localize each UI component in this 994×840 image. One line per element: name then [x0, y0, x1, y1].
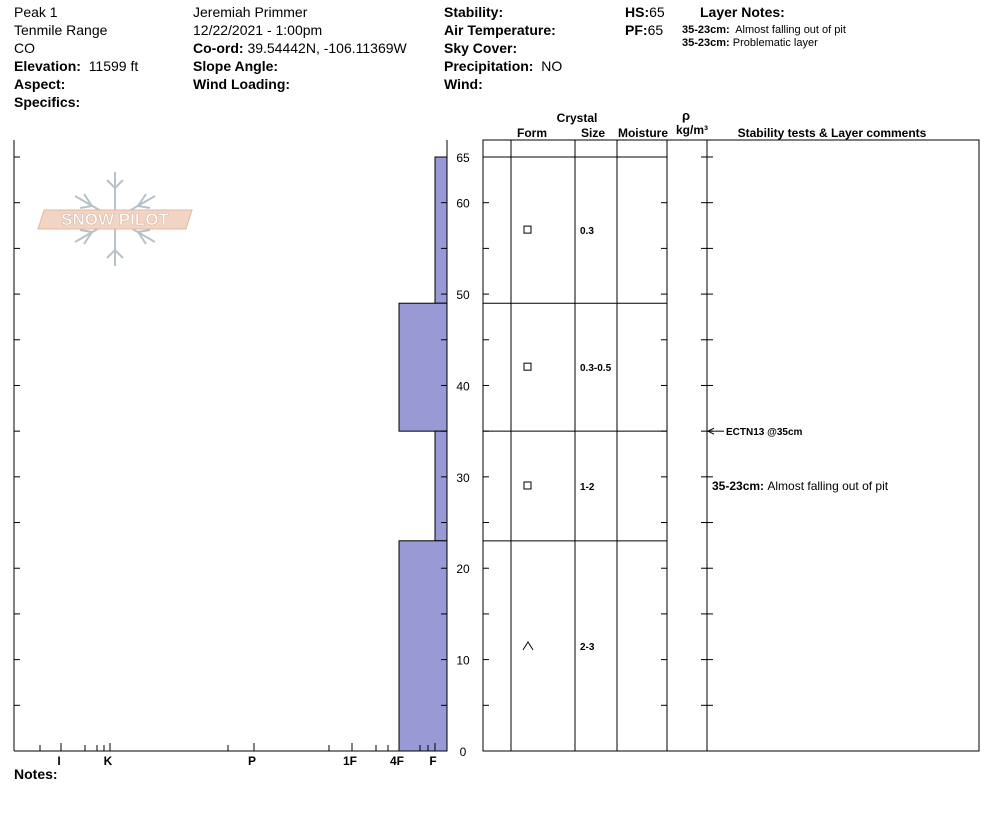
wind: Wind:: [444, 75, 562, 93]
layer-notes-title: Layer Notes:: [700, 3, 785, 21]
depth-tick-label: 0: [460, 745, 467, 759]
aspect-label: Aspect:: [14, 76, 66, 92]
slope-label: Slope Angle:: [193, 58, 279, 74]
hardness-tick-label: I: [57, 754, 60, 768]
hardness-tick-label: F: [429, 754, 436, 768]
form-header: Form: [517, 126, 547, 140]
layer-note: 35-23cm: Almost falling out of pit: [682, 24, 846, 37]
observer-block: Jeremiah Primmer 12/22/2021 - 1:00pm Co-…: [193, 3, 407, 93]
notes-label: Notes:: [14, 766, 58, 782]
hs: HS:65: [625, 3, 665, 21]
specifics-label: Specifics:: [14, 94, 81, 110]
hs-label: HS:: [625, 4, 650, 20]
air-temp-label: Air Temperature:: [444, 22, 556, 38]
sky-cover-label: Sky Cover:: [444, 40, 518, 56]
coord-value: 39.54442N, -106.11369W: [247, 40, 407, 56]
precip-label: Precipitation:: [444, 58, 534, 74]
hardness-bar: [398, 540, 448, 752]
location-block: Peak 1 Tenmile Range CO Elevation: 11599…: [14, 3, 138, 111]
pf-value: 65: [647, 22, 664, 38]
observation-datetime: 12/22/2021 - 1:00pm: [193, 22, 323, 38]
hardness-tick-label: P: [248, 754, 256, 768]
size-header: Size: [581, 126, 605, 140]
elevation: Elevation: 11599 ft: [14, 57, 138, 75]
slope-angle: Slope Angle:: [193, 57, 407, 75]
coordinates: Co-ord: 39.54442N, -106.11369W: [193, 39, 407, 57]
layer-comment-text: Almost falling out of pit: [767, 479, 888, 493]
pf-label: PF:: [625, 22, 648, 38]
layer-note: 35-23cm: Problematic layer: [682, 37, 846, 50]
aspect: Aspect:: [14, 75, 138, 93]
pf: PF:65: [625, 21, 665, 39]
layer-note-range: 35-23cm:: [682, 24, 730, 36]
crystal-size-label: 1-2: [580, 482, 595, 493]
arrow-head-icon: [706, 427, 715, 435]
state-name: CO: [14, 40, 35, 56]
hardness-tick-label: 1F: [343, 754, 357, 768]
wind-loading: Wind Loading:: [193, 75, 407, 93]
depth-tick-label: 65: [456, 151, 470, 165]
elevation-value: 11599 ft: [88, 58, 139, 74]
hardness-bar: [434, 430, 448, 542]
precip-value: NO: [541, 58, 563, 74]
comments-header: Stability tests & Layer comments: [738, 126, 927, 140]
stability-label: Stability:: [444, 4, 504, 20]
sky-cover: Sky Cover:: [444, 39, 562, 57]
density-unit-header: kg/m³: [676, 123, 708, 137]
range-name: Tenmile Range: [14, 22, 108, 38]
depth-tick-label: 40: [456, 379, 470, 393]
faceted-crystal-icon: [523, 225, 532, 234]
air-temperature: Air Temperature:: [444, 21, 562, 39]
hardness-tick-label: K: [104, 754, 113, 768]
layer-notes-title-text: Layer Notes:: [700, 4, 785, 20]
layer-note-range: 35-23cm:: [682, 37, 730, 49]
crystal-size-label: 0.3: [580, 226, 594, 237]
depth-tick-label: 30: [456, 471, 470, 485]
layer-table: 0.3 0.3-0.5 1-2 2-3 ECTN13 @35cm 35-23cm: Al…: [482, 139, 980, 752]
depth-tick-label: 20: [456, 562, 470, 576]
observer-name: Jeremiah Primmer: [193, 4, 308, 20]
hardness-tick-label: 4F: [390, 754, 404, 768]
layer-table-border: [482, 139, 980, 752]
depth-hoar-icon: [522, 640, 534, 651]
depth-tick-label: 60: [456, 197, 470, 211]
location-name: Peak 1: [14, 4, 58, 20]
coord-label: Co-ord:: [193, 40, 244, 56]
stability: Stability:: [444, 3, 562, 21]
specifics: Specifics:: [14, 93, 138, 111]
crystal-size-label: 2-3: [580, 642, 595, 653]
conditions-block: Stability: Air Temperature: Sky Cover: P…: [444, 3, 562, 93]
depth-tick-label: 10: [456, 654, 470, 668]
layer-note-text: Problematic layer: [732, 37, 818, 49]
elevation-label: Elevation:: [14, 58, 81, 74]
layer-comment: 35-23cm: Almost falling out of pit: [712, 479, 889, 493]
precipitation: Precipitation: NO: [444, 57, 562, 75]
depth-tick-label: 50: [456, 288, 470, 302]
moisture-header: Moisture: [618, 126, 668, 140]
hs-value: 65: [649, 4, 665, 20]
crystal-size-label: 0.3-0.5: [580, 363, 612, 374]
hardness-panel: I K P 1F 4F F 0 10 20 30 40 50 60 65: [13, 140, 470, 768]
layer-notes-list: 35-23cm: Almost falling out of pit 35-23…: [682, 24, 846, 50]
hardness-bar: [434, 156, 448, 304]
wind-loading-label: Wind Loading:: [193, 76, 291, 92]
stability-test-label: ECTN13 @35cm: [726, 427, 803, 438]
depth-block: HS:65 PF:65: [625, 3, 665, 39]
layer-note-text: Almost falling out of pit: [735, 24, 846, 36]
column-headers: Crystal Form Size Moisture ρ kg/m³ Stabi…: [517, 108, 927, 140]
snowpilot-logo: SNOW PILOT: [37, 172, 193, 266]
layer-comment-range: 35-23cm:: [712, 479, 767, 493]
crystal-header: Crystal: [557, 111, 598, 125]
hardness-bar: [398, 302, 448, 432]
faceted-crystal-icon: [523, 481, 532, 490]
rho-header: ρ: [682, 108, 690, 123]
logo-text: SNOW PILOT: [61, 210, 169, 229]
faceted-crystal-icon: [523, 362, 532, 371]
wind-label: Wind:: [444, 76, 483, 92]
